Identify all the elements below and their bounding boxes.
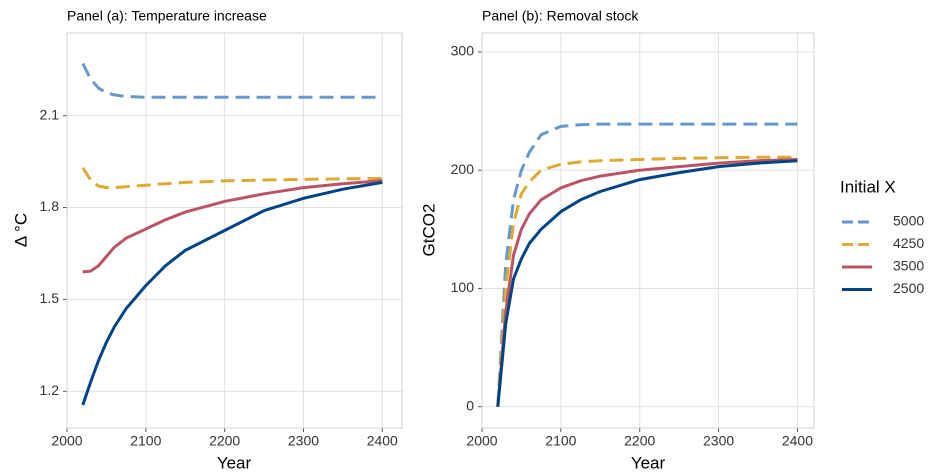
series-line (81, 166, 383, 190)
y-axis-label: GtCO2 (419, 204, 438, 257)
x-tick-label: 2200 (209, 433, 240, 449)
y-tick-label: 1.8 (40, 198, 60, 214)
series-line (496, 122, 798, 407)
series-line (81, 180, 383, 406)
plot-border (481, 32, 815, 429)
series-line (496, 159, 798, 407)
x-axis-label: Year (631, 453, 666, 472)
legend-label: 3500 (893, 258, 924, 274)
panel-title: Panel (b): Removal stock (482, 8, 639, 24)
x-tick-label: 2300 (703, 433, 734, 449)
series-line (82, 179, 383, 274)
x-axis-label: Year (217, 453, 252, 472)
x-tick-label: 2300 (288, 433, 319, 449)
legend-label: 5000 (893, 213, 924, 229)
plot-border (66, 32, 403, 429)
x-tick-label: 2000 (466, 433, 497, 449)
x-tick-label: 2100 (545, 433, 576, 449)
y-tick-label: 300 (451, 43, 475, 59)
x-tick-label: 2200 (624, 433, 655, 449)
y-tick-label: 2.1 (40, 106, 60, 122)
panel-title: Panel (a): Temperature increase (67, 8, 267, 24)
x-tick-label: 2000 (51, 433, 82, 449)
x-tick-label: 2400 (367, 433, 398, 449)
legend-title: Initial X (840, 177, 896, 196)
x-tick-label: 2400 (782, 433, 813, 449)
y-tick-label: 0 (466, 397, 474, 413)
series-line (81, 62, 383, 99)
y-tick-label: 1.5 (40, 290, 60, 306)
series-line (496, 158, 798, 407)
series-line (496, 155, 798, 407)
legend-label: 4250 (893, 235, 924, 251)
y-tick-label: 200 (451, 161, 475, 177)
legend-label: 2500 (893, 280, 924, 296)
y-tick-label: 1.2 (40, 382, 60, 398)
x-tick-label: 2100 (130, 433, 161, 449)
y-tick-label: 100 (451, 279, 475, 295)
y-axis-label: Δ °C (11, 213, 30, 247)
